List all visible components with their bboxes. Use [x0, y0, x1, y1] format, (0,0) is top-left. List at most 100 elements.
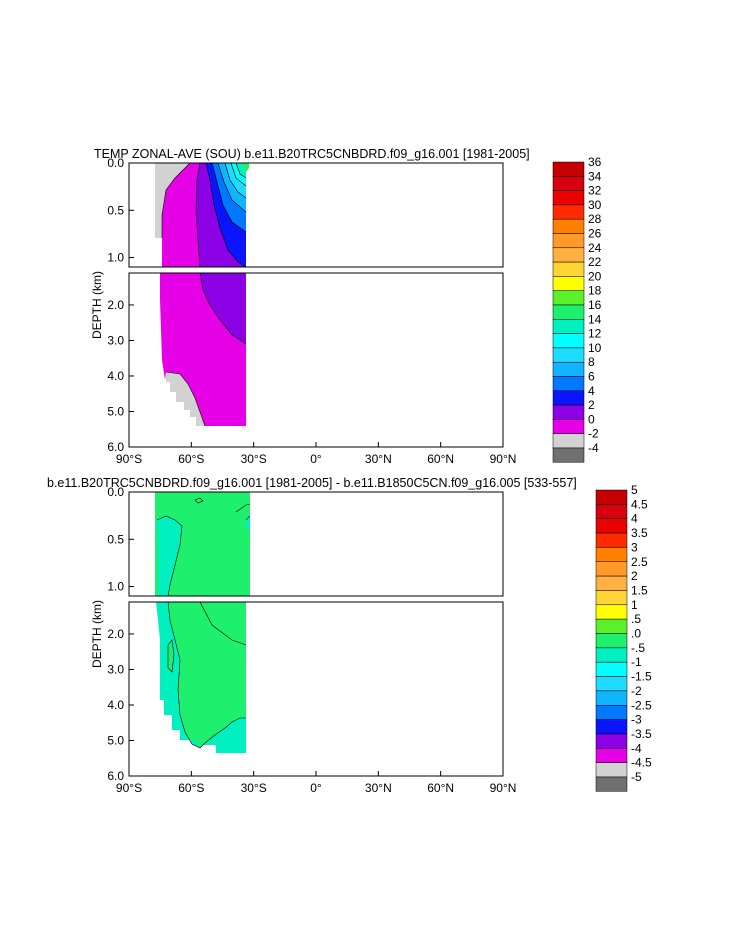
colorbar-label: 26 [588, 227, 602, 241]
colorbar-swatch [595, 705, 628, 720]
panel-2-contour-line [167, 639, 175, 673]
colorbar-label: 2 [631, 569, 638, 583]
y-tick-label: 4.0 [107, 698, 124, 712]
colorbar-label: 1 [631, 598, 638, 612]
colorbar-label: -2 [588, 427, 599, 441]
colorbar-swatch [595, 676, 628, 692]
colorbar-swatch [552, 319, 585, 334]
panel-2-contour-line [199, 601, 247, 646]
colorbar-label: 28 [588, 212, 602, 226]
y-tick-label: 6.0 [107, 769, 124, 783]
colorbar-label: 3 [631, 540, 638, 554]
y-tick-label: 1.0 [107, 580, 124, 594]
colorbar-label: .5 [631, 612, 641, 626]
panel-1-fill-magenta [162, 163, 200, 267]
colorbar-label: 12 [588, 327, 602, 341]
panel-2: b.e11.B20TRC5CNBDRD.f09_g16.001 [1981-20… [47, 476, 652, 795]
panel-1-fill-lightblue [218, 163, 246, 212]
panel-1-contour-line [165, 371, 206, 427]
x-tick-label: 30°S [241, 781, 267, 795]
panel-1-fill-green [241, 163, 249, 172]
colorbar-swatch [552, 247, 585, 263]
panel-1-contour-line [230, 162, 247, 187]
panel-1-contour-line [205, 162, 247, 268]
panel-2-upper-frame [128, 491, 504, 597]
panel-2-fill-green [160, 602, 246, 748]
x-tick-label: 30°N [365, 781, 392, 795]
x-tick-label: 0° [310, 781, 322, 795]
colorbar-swatch [552, 233, 585, 249]
colorbar-label: 8 [588, 355, 595, 369]
x-tick-label: 0° [310, 452, 322, 466]
y-tick-label: 0.5 [107, 203, 124, 217]
colorbar-label: 24 [588, 241, 602, 255]
colorbar-swatch [552, 347, 585, 363]
colorbar-label: -2 [631, 684, 642, 698]
colorbar-label: 4.5 [631, 497, 648, 511]
y-tick-label: 3.0 [107, 662, 124, 676]
colorbar-swatch [552, 176, 585, 191]
colorbar-swatch [595, 604, 628, 620]
colorbar-label: 10 [588, 341, 602, 355]
y-tick-label: 2.0 [107, 627, 124, 641]
panel-1-fill-cyan [231, 163, 246, 186]
y-tick-label: 1.0 [107, 251, 124, 265]
colorbar-swatch [595, 561, 628, 577]
colorbar-swatch [595, 690, 628, 706]
colorbar-swatch [595, 504, 628, 519]
colorbar-swatch [552, 447, 585, 463]
colorbar-swatch [595, 776, 628, 792]
panel-1-y-label: DEPTH (km) [90, 271, 104, 339]
panel-1-contour-line [235, 162, 247, 179]
colorbar-swatch [595, 733, 628, 749]
x-tick-label: 90°S [116, 781, 142, 795]
panel-1-upper-plot [128, 162, 504, 268]
panel-2-fill-aqua-small [246, 516, 250, 530]
x-tick-label: 60°S [178, 452, 204, 466]
panel-1-contour-line [224, 162, 247, 199]
colorbar-label: -.5 [631, 641, 645, 655]
x-tick-label: 90°N [490, 781, 517, 795]
colorbar-swatch [595, 489, 628, 505]
panel-1-fill-grey [166, 372, 205, 426]
x-tick-label: 90°N [490, 452, 517, 466]
colorbar-label: -4.5 [631, 756, 652, 770]
colorbar-swatch [595, 547, 628, 563]
colorbar-label: -1.5 [631, 670, 652, 684]
colorbar-swatch [552, 376, 585, 392]
colorbar-label: 2.5 [631, 555, 648, 569]
colorbar-swatch [552, 190, 585, 206]
colorbar-label: 36 [588, 155, 602, 169]
colorbar-swatch [552, 390, 585, 406]
colorbar-label: 5 [631, 483, 638, 497]
panel-2-contour-line [245, 515, 251, 521]
panel-1: TEMP ZONAL-AVE (SOU) b.e11.B20TRC5CNBDRD… [90, 147, 602, 466]
panel-2-contour-line [167, 601, 246, 749]
panel-1-fill-violet [196, 163, 246, 267]
colorbar-label: 34 [588, 169, 602, 183]
colorbar-label: 0 [588, 412, 595, 426]
colorbar-swatch [552, 276, 585, 291]
panel-1-fill-blue2 [212, 163, 246, 232]
colorbar-label: -4 [588, 441, 599, 455]
y-tick-label: 6.0 [107, 440, 124, 454]
colorbar-swatch [552, 161, 585, 177]
panel-2-x-ticks: 90°S 60°S 30°S 0° 30°N 60°N 90°N [116, 771, 516, 795]
colorbar-label: .0 [631, 627, 641, 641]
panel-1-fill-violet [200, 273, 246, 344]
colorbar-label: -1 [631, 655, 642, 669]
colorbar-swatch [552, 419, 585, 434]
y-tick-label: 5.0 [107, 733, 124, 747]
panel-2-lower-plot [128, 601, 504, 777]
x-tick-label: 30°N [365, 452, 392, 466]
y-tick-label: 0.5 [107, 532, 124, 546]
colorbar-label: 20 [588, 269, 602, 283]
panel-2-title: b.e11.B20TRC5CNBDRD.f09_g16.001 [1981-20… [47, 476, 577, 490]
colorbar-label: 18 [588, 284, 602, 298]
panel-2-contour-line [235, 503, 251, 513]
colorbar-swatch [595, 590, 628, 606]
panel-2-fill-green [155, 492, 250, 596]
colorbar-label: 2 [588, 398, 595, 412]
